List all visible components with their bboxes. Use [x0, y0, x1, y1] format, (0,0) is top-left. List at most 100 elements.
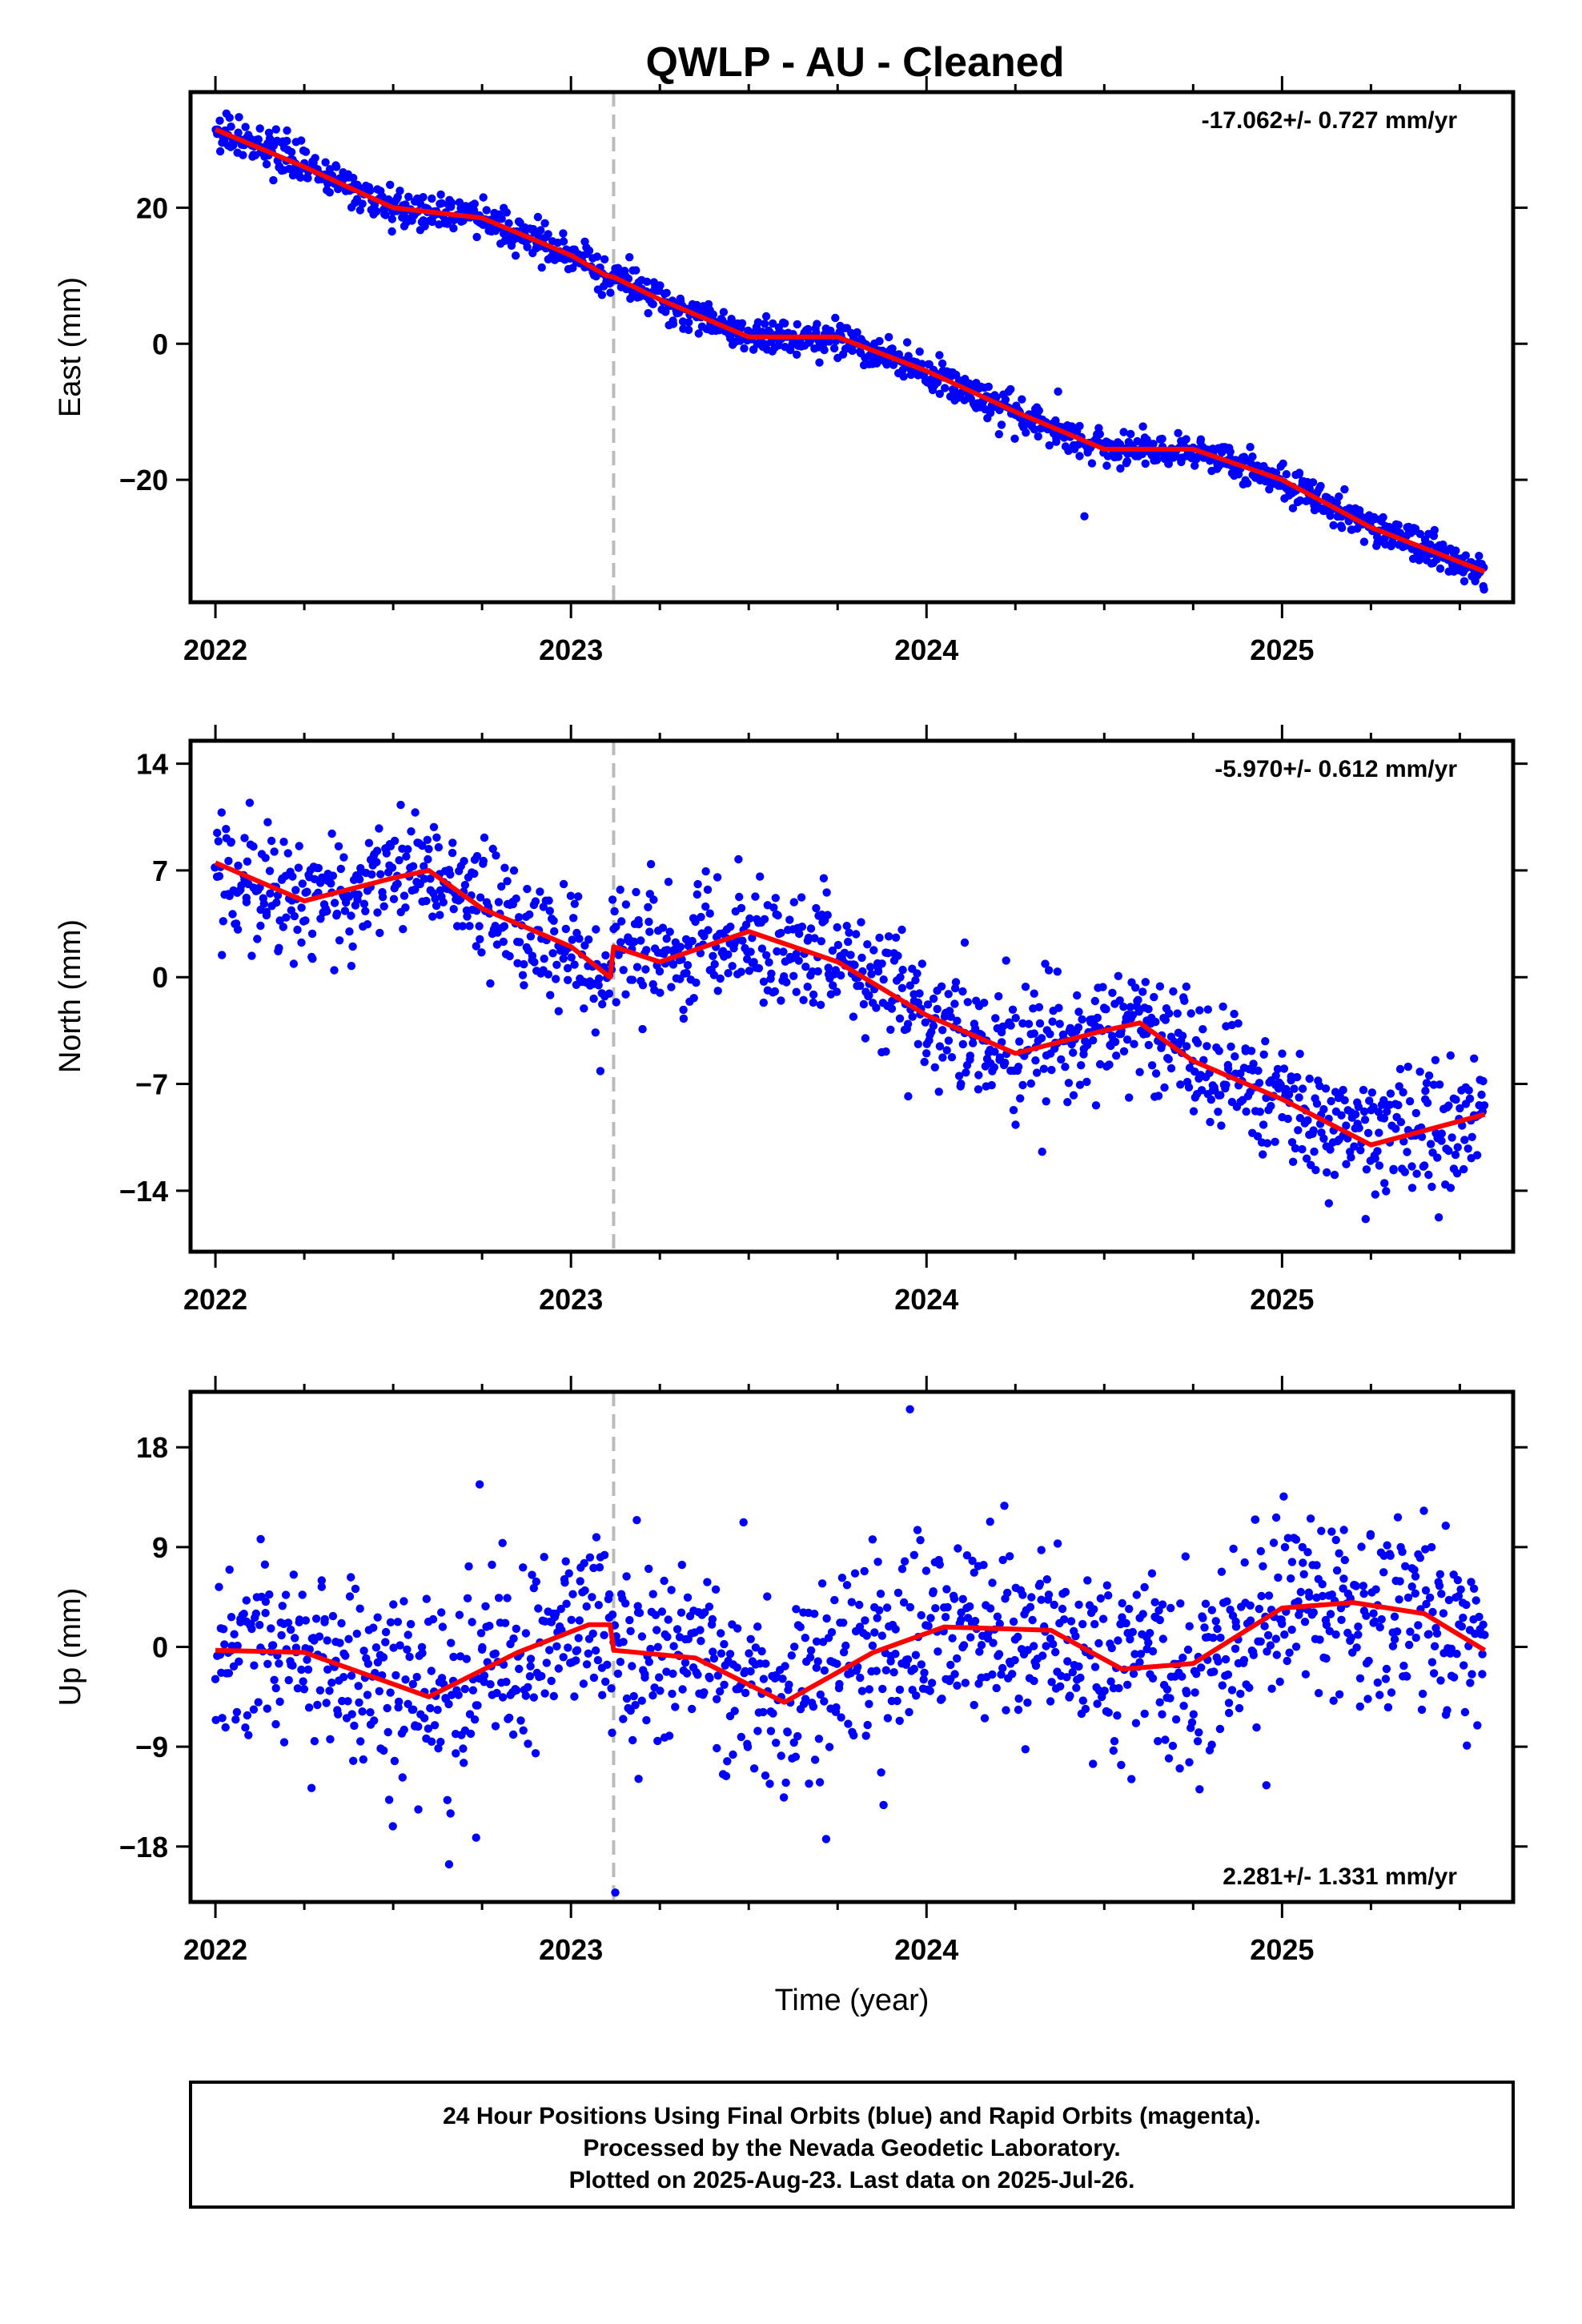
data-point [460, 857, 468, 866]
data-point [1195, 1728, 1203, 1737]
data-point [1169, 987, 1178, 996]
x-tick-label: 2023 [539, 1933, 603, 1966]
data-point [657, 1607, 667, 1616]
data-point [1316, 481, 1325, 491]
data-point [1050, 1600, 1058, 1610]
data-point [1461, 551, 1471, 560]
data-point [327, 879, 335, 888]
data-point [1339, 1526, 1348, 1534]
data-point [220, 1640, 229, 1649]
data-point [616, 885, 624, 895]
data-point [797, 893, 806, 902]
data-point [741, 1688, 750, 1698]
data-point [498, 1693, 508, 1702]
data-point [564, 1569, 573, 1578]
data-point [917, 1610, 926, 1620]
data-point [337, 1618, 346, 1628]
data-point [1058, 1604, 1067, 1614]
data-point [644, 917, 653, 927]
data-point [684, 325, 693, 335]
data-point [1475, 552, 1484, 561]
data-point [462, 1655, 471, 1663]
data-point [1009, 1106, 1018, 1115]
data-point [953, 1016, 962, 1025]
data-point [1061, 1587, 1070, 1597]
data-point [953, 1681, 962, 1690]
data-point [873, 1614, 881, 1622]
data-point [1355, 1124, 1363, 1132]
data-point [844, 1719, 853, 1728]
data-point [1327, 1096, 1335, 1106]
data-point [689, 994, 698, 1003]
data-point [472, 232, 481, 242]
data-point [520, 959, 528, 969]
data-point [418, 1649, 427, 1658]
data-point [619, 1638, 628, 1647]
data-point [1129, 1669, 1138, 1679]
data-point [621, 1599, 630, 1608]
data-point [713, 1695, 721, 1703]
data-point [1066, 1691, 1074, 1700]
data-point [1454, 1591, 1464, 1601]
data-point [694, 329, 703, 338]
data-point [427, 1737, 436, 1746]
data-point [566, 891, 576, 900]
data-point [895, 1014, 905, 1023]
data-point [837, 1713, 845, 1722]
data-point [576, 1577, 584, 1586]
data-point [526, 1662, 535, 1671]
data-point [1219, 1002, 1227, 1011]
data-point [1024, 1019, 1034, 1028]
data-point [1390, 1612, 1399, 1621]
data-point [921, 1018, 930, 1027]
data-point [697, 912, 705, 922]
data-point [1295, 468, 1304, 477]
data-point [1359, 537, 1369, 546]
data-point [588, 1593, 596, 1602]
data-point [1214, 1108, 1223, 1116]
data-point [475, 1480, 484, 1489]
data-point [634, 919, 643, 929]
data-point [1479, 1076, 1488, 1086]
data-point [891, 1650, 900, 1659]
data-point [242, 1596, 251, 1605]
data-point [491, 922, 500, 931]
data-point [408, 862, 418, 870]
data-point [1377, 1614, 1386, 1624]
data-point [822, 1614, 831, 1623]
data-point [251, 1609, 260, 1618]
data-point [1125, 1093, 1134, 1102]
data-point [1340, 485, 1349, 494]
data-point [1114, 1636, 1122, 1645]
data-point [233, 1641, 242, 1651]
data-point [568, 1590, 577, 1598]
data-point [1262, 1781, 1271, 1790]
data-point [1446, 1184, 1456, 1192]
data-point [1309, 1126, 1318, 1135]
data-point [995, 1053, 1005, 1062]
data-point [713, 873, 722, 882]
data-point [387, 863, 397, 872]
data-point [1366, 1531, 1375, 1540]
data-point [567, 1615, 576, 1625]
data-point [1371, 1154, 1379, 1163]
data-point [1249, 1059, 1258, 1068]
data-point [835, 1679, 844, 1689]
data-point [648, 1691, 657, 1700]
data-point [452, 1749, 460, 1758]
data-point [405, 1652, 414, 1662]
data-point [701, 902, 710, 911]
data-point [326, 1735, 335, 1743]
x-tick-label: 2025 [1250, 1283, 1314, 1316]
data-point [709, 1654, 719, 1663]
data-point [692, 978, 701, 987]
data-point [1259, 1150, 1267, 1159]
data-point [753, 1727, 762, 1735]
data-point [909, 1664, 919, 1674]
data-point [1452, 1169, 1462, 1178]
data-point [1002, 1706, 1010, 1715]
data-point [869, 946, 878, 955]
data-point [1411, 1589, 1420, 1598]
data-point [1123, 1680, 1132, 1689]
data-point [369, 1623, 378, 1632]
